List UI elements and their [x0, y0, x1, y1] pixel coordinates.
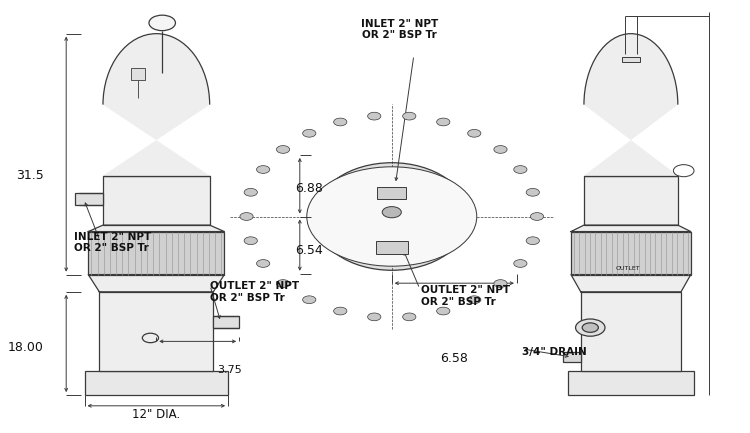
Bar: [130, 68, 146, 80]
Bar: [99, 292, 213, 372]
Bar: [580, 292, 681, 372]
Circle shape: [368, 112, 381, 120]
Circle shape: [307, 167, 477, 266]
Bar: [563, 352, 581, 362]
Circle shape: [334, 307, 347, 315]
Bar: [377, 187, 406, 199]
Circle shape: [303, 129, 316, 137]
Ellipse shape: [332, 175, 452, 258]
Circle shape: [149, 15, 176, 31]
Circle shape: [403, 112, 416, 120]
Circle shape: [526, 188, 539, 196]
Bar: [75, 194, 103, 205]
Bar: [103, 176, 210, 225]
Circle shape: [244, 188, 257, 196]
Text: 6.88: 6.88: [296, 182, 323, 195]
Polygon shape: [571, 225, 691, 232]
Polygon shape: [103, 34, 210, 176]
Circle shape: [526, 237, 539, 245]
Bar: [213, 317, 239, 328]
Bar: [571, 232, 691, 275]
Circle shape: [277, 280, 290, 288]
Text: 6.58: 6.58: [440, 352, 468, 365]
Circle shape: [530, 213, 544, 220]
Circle shape: [256, 260, 270, 267]
Circle shape: [244, 237, 257, 245]
Circle shape: [468, 129, 481, 137]
Text: OUTLET 2" NPT
OR 2" BSP Tr: OUTLET 2" NPT OR 2" BSP Tr: [422, 285, 510, 307]
Circle shape: [575, 319, 605, 336]
Text: 18.00: 18.00: [8, 341, 44, 354]
Polygon shape: [88, 275, 224, 292]
Circle shape: [582, 323, 598, 333]
Text: 3.75: 3.75: [217, 365, 242, 375]
Circle shape: [334, 118, 347, 126]
Text: OUTLET 2" NPT
OR 2" BSP Tr: OUTLET 2" NPT OR 2" BSP Tr: [210, 281, 299, 303]
Bar: [376, 241, 408, 254]
Polygon shape: [571, 275, 691, 292]
Circle shape: [303, 296, 316, 304]
Bar: [568, 372, 694, 395]
Bar: [88, 232, 224, 275]
Circle shape: [382, 207, 401, 218]
Circle shape: [240, 213, 254, 220]
Bar: [85, 372, 228, 395]
Circle shape: [277, 145, 290, 153]
Circle shape: [436, 118, 450, 126]
Polygon shape: [88, 225, 224, 232]
Text: INLET 2" NPT
OR 2" BSP Tr: INLET 2" NPT OR 2" BSP Tr: [361, 19, 438, 40]
Ellipse shape: [323, 168, 460, 265]
Text: 12" DIA.: 12" DIA.: [132, 408, 181, 421]
Circle shape: [514, 260, 527, 267]
Bar: [622, 57, 640, 62]
Text: 3/4" DRAIN: 3/4" DRAIN: [522, 347, 586, 357]
Ellipse shape: [314, 163, 469, 270]
Bar: [584, 176, 678, 225]
Text: OUTLET: OUTLET: [616, 265, 640, 271]
Circle shape: [436, 307, 450, 315]
Circle shape: [514, 166, 527, 173]
Circle shape: [403, 313, 416, 321]
Text: INLET 2" NPT
OR 2" BSP Tr: INLET 2" NPT OR 2" BSP Tr: [74, 232, 152, 253]
Text: 31.5: 31.5: [16, 169, 44, 182]
Circle shape: [494, 280, 507, 288]
Circle shape: [468, 296, 481, 304]
Circle shape: [494, 145, 507, 153]
Text: 6.54: 6.54: [296, 244, 323, 257]
Circle shape: [256, 166, 270, 173]
Polygon shape: [584, 34, 678, 176]
Circle shape: [368, 313, 381, 321]
